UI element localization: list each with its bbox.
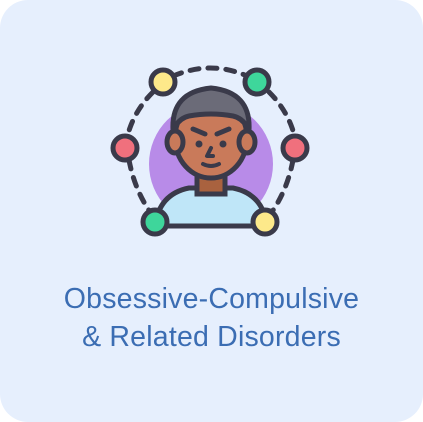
card-title-line-1: Obsessive-Compulsive	[63, 283, 360, 315]
node-red-right	[280, 133, 310, 163]
card-title: Obsessive-Compulsive & Related Disorders	[0, 280, 423, 356]
card-title-line-2: & Related Disorders	[82, 321, 341, 353]
dashed-cycle-path	[170, 65, 250, 79]
node-yellow-top	[148, 67, 178, 97]
hair-shape	[170, 85, 252, 133]
person-with-thought-cycle-icon	[105, 56, 317, 246]
node-yellow-bottom	[250, 207, 280, 237]
node-red-left	[110, 133, 140, 163]
node-green-top	[242, 67, 272, 97]
node-green-bottom	[140, 207, 170, 237]
